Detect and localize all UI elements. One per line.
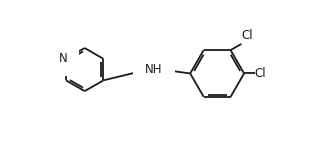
Text: Cl: Cl [255,67,267,80]
Text: Cl: Cl [241,29,253,42]
Text: NH: NH [145,63,163,76]
Text: N: N [59,52,67,64]
